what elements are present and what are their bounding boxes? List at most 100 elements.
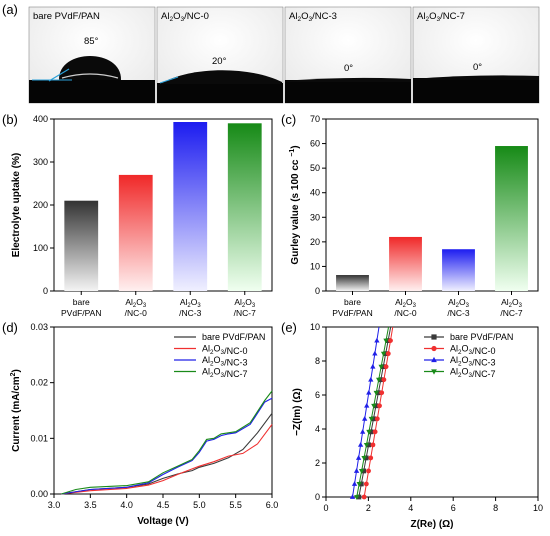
data-point xyxy=(361,455,367,461)
y-tick-label: 70 xyxy=(310,114,320,124)
y-tick-label: 0.03 xyxy=(30,322,48,332)
data-point xyxy=(356,482,362,487)
x-tick-label: 4.0 xyxy=(120,500,133,510)
data-point xyxy=(378,377,384,383)
x-tick-label: /NC-3 xyxy=(179,308,201,318)
panel-d-label: (d) xyxy=(2,320,18,335)
panel-c-label: (c) xyxy=(281,112,296,127)
x-axis-title: Z(Re) (Ω) xyxy=(410,519,453,530)
data-point xyxy=(374,416,380,422)
contact-angle-value: 0° xyxy=(344,63,353,74)
chart-electrolyte-uptake: 0100200300400barePVdF/PANAl2O3/NC-0Al2O3… xyxy=(11,114,273,318)
data-point xyxy=(355,455,362,460)
photo-nc7: Al2O3/NC-7 0° xyxy=(412,6,540,104)
y-tick-label: 0.01 xyxy=(30,433,48,443)
x-tick-label: /NC-0 xyxy=(125,308,147,318)
y-tick-label: 0 xyxy=(315,286,320,296)
data-point xyxy=(368,455,374,461)
y-tick-label: 2 xyxy=(315,458,320,468)
y-tick-label: 400 xyxy=(33,114,48,124)
data-point xyxy=(383,351,389,357)
y-tick-label: 30 xyxy=(310,212,320,222)
y-tick-label: 4 xyxy=(315,424,320,434)
x-tick-label: /NC-3 xyxy=(447,308,469,318)
x-tick-label: bare xyxy=(73,297,90,307)
x-tick-label: 2 xyxy=(366,503,371,513)
legend-label: Al2O3/NC-3 xyxy=(202,355,248,367)
legend-label: Al2O3/NC-0 xyxy=(450,344,496,356)
y-tick-label: 50 xyxy=(310,163,320,173)
y-tick-label: 6 xyxy=(315,390,320,400)
y-axis-title: Electrolyte uptake (%) xyxy=(11,153,22,257)
legend-label: bare PVdF/PAN xyxy=(202,332,265,342)
y-tick-label: 200 xyxy=(33,200,48,210)
data-point xyxy=(378,364,384,370)
data-point xyxy=(351,481,358,486)
data-point xyxy=(373,403,379,409)
data-point xyxy=(431,369,437,375)
x-tick-label: 8 xyxy=(493,503,498,513)
x-tick-label: bare xyxy=(344,297,361,307)
data-point xyxy=(370,442,376,448)
data-point xyxy=(372,350,378,356)
panel-b-label: (b) xyxy=(2,112,18,127)
data-point xyxy=(361,494,367,500)
bar xyxy=(118,174,153,291)
data-point xyxy=(366,468,371,474)
data-point xyxy=(368,429,374,435)
x-tick-label: 5.0 xyxy=(193,500,206,510)
x-tick-label: 5.5 xyxy=(229,500,242,510)
bar xyxy=(442,249,475,291)
plot-frame xyxy=(325,326,539,498)
y-tick-label: 10 xyxy=(310,322,320,332)
chart-lsv-current: 3.0 3.5 4.0 4.5 5.0 5.5 6.0 0.00 0.01 0.02 0.03 bar… xyxy=(10,322,278,527)
y-axis-title: −Z(Im) (Ω) xyxy=(292,388,303,436)
data-point xyxy=(366,389,372,395)
legend-label: Al2O3/NC-0 xyxy=(202,344,248,356)
data-point xyxy=(377,403,382,409)
data-point xyxy=(358,469,365,474)
data-point xyxy=(388,338,393,343)
x-tick-label: 10 xyxy=(533,503,543,513)
panel-e-label: (e) xyxy=(281,320,297,335)
data-point xyxy=(353,468,360,473)
data-point xyxy=(363,481,369,487)
data-point xyxy=(372,429,378,435)
data-point xyxy=(431,334,437,340)
data-point xyxy=(383,364,389,370)
contact-angle-value: 85° xyxy=(84,36,99,47)
photo-title: Al2O3/NC-3 xyxy=(289,11,337,23)
plot-frame xyxy=(325,118,539,292)
series-line xyxy=(61,424,273,495)
photo-title: Al2O3/NC-0 xyxy=(161,11,209,23)
contact-angle-value: 0° xyxy=(473,62,482,73)
y-tick-label: 8 xyxy=(315,356,320,366)
x-tick-label: Al2O3 xyxy=(501,297,523,309)
photo-nc3: Al2O3/NC-3 0° xyxy=(284,6,412,104)
data-point xyxy=(368,376,374,382)
data-point xyxy=(374,337,380,343)
x-tick-label: /NC-7 xyxy=(500,308,522,318)
data-point xyxy=(361,468,367,474)
y-tick-label: 0.02 xyxy=(30,378,48,388)
bar xyxy=(64,200,99,291)
data-point xyxy=(385,351,391,357)
legend-label: Al2O3/NC-7 xyxy=(202,367,248,379)
bar xyxy=(227,123,262,291)
data-point xyxy=(376,377,382,383)
data-point xyxy=(360,428,366,434)
x-tick-label: Al2O3 xyxy=(395,297,417,309)
x-tick-label: PVdF/PAN xyxy=(61,308,101,318)
bar xyxy=(173,122,208,291)
data-point xyxy=(366,429,372,435)
data-point xyxy=(370,363,376,369)
bar xyxy=(389,236,422,291)
legend-label: bare PVdF/PAN xyxy=(450,332,513,342)
x-tick-label: 6 xyxy=(451,503,456,513)
series-line xyxy=(61,390,273,495)
x-tick-label: 0 xyxy=(323,503,328,513)
data-point xyxy=(383,338,389,344)
y-tick-label: 40 xyxy=(310,188,320,198)
legend-label: Al2O3/NC-3 xyxy=(450,355,496,367)
